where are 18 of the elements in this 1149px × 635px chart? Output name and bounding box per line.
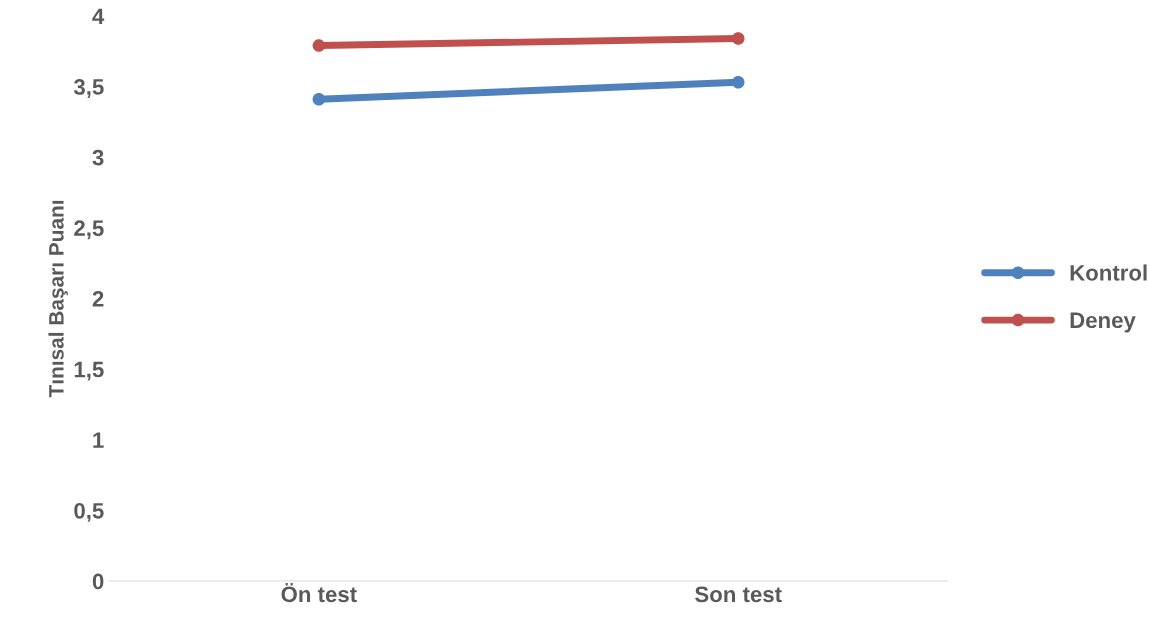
point <box>731 32 745 45</box>
y-tick-label: 1,5 <box>74 361 104 381</box>
legend-label: Deney <box>1070 312 1136 333</box>
point <box>731 76 745 89</box>
y-tick-label: 3 <box>92 149 104 166</box>
legend-label: Kontrol <box>1070 264 1147 281</box>
y-tick-label: 0,5 <box>74 502 104 522</box>
x-tick-label: Son test <box>695 586 782 603</box>
y-tick-label: 0 <box>92 573 104 590</box>
y-tick-label: 2 <box>92 290 104 307</box>
x-tick-label: Ön test <box>281 583 357 603</box>
y-tick-label: 2,5 <box>74 220 104 240</box>
y-tick-label: 1 <box>93 432 104 448</box>
point <box>312 39 326 52</box>
y-tick-label: 4 <box>92 8 105 24</box>
point <box>312 92 326 106</box>
y-tick-label: 3,5 <box>73 79 104 99</box>
y-axis-title: Tınısal Başarı Puanı <box>48 200 68 398</box>
